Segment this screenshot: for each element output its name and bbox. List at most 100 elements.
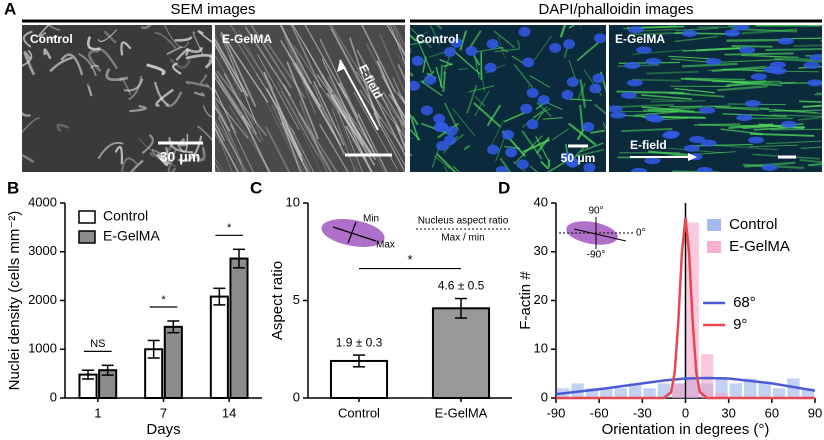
legend-swatch: [78, 210, 96, 224]
y-tick-label: 10: [534, 341, 548, 356]
texture: [719, 59, 783, 63]
texture: [568, 59, 577, 80]
panel-label: C: [250, 178, 262, 197]
texture: [337, 109, 363, 172]
fit-line: [555, 376, 816, 396]
texture: [443, 166, 448, 172]
nucleus: [724, 29, 741, 37]
texture: [666, 151, 736, 157]
texture: [674, 87, 716, 94]
texture: [193, 91, 205, 97]
hist-bar: [700, 354, 714, 398]
texture: [174, 36, 193, 42]
texture: [398, 119, 405, 137]
texture: [765, 48, 822, 51]
legend-label: Control: [729, 216, 777, 233]
texture: [196, 125, 212, 142]
panel-label: A: [4, 0, 16, 18]
texture: [304, 25, 348, 100]
nucleus: [583, 162, 596, 172]
texture: [327, 76, 372, 156]
texture: [473, 54, 481, 66]
texture: [768, 109, 822, 112]
texture: [382, 91, 405, 129]
texture: [164, 146, 170, 165]
texture: [715, 106, 770, 111]
texture: [356, 49, 402, 133]
texture: [163, 25, 190, 48]
texture: [38, 25, 50, 38]
texture: [579, 79, 587, 109]
texture: [410, 34, 418, 42]
texture: [302, 80, 347, 157]
texture: [120, 41, 132, 56]
texture: [668, 105, 731, 108]
legend-label: 9°: [733, 316, 747, 333]
texture: [503, 111, 527, 123]
inset-formula: Max / min: [441, 233, 484, 244]
texture: [296, 119, 322, 172]
x-tick-label: E-GelMA: [435, 405, 488, 420]
texture: [458, 68, 468, 71]
nucleus: [781, 120, 798, 128]
nucleus: [627, 26, 644, 34]
y-axis-label: F-actin #: [517, 271, 534, 330]
texture: [298, 100, 328, 172]
nucleus: [505, 147, 518, 158]
texture: [495, 138, 505, 162]
texture: [316, 74, 362, 138]
sem-control: [22, 25, 212, 172]
inset-label: Min: [363, 214, 379, 225]
nucleus: [594, 33, 606, 44]
texture: [250, 25, 293, 89]
texture: [47, 25, 61, 31]
texture: [793, 44, 822, 48]
nucleus: [537, 94, 550, 105]
nucleus: [681, 29, 698, 37]
texture: [722, 113, 787, 118]
texture: [222, 35, 257, 108]
value-label: 4.6 ± 0.5: [438, 279, 485, 293]
texture: [439, 64, 443, 87]
nucleus: [644, 157, 661, 165]
nucleus: [736, 114, 753, 122]
nucleus: [635, 46, 652, 54]
hist-bar: [729, 383, 743, 398]
texture: [474, 96, 486, 107]
y-tick-label: 2000: [28, 292, 57, 307]
texture: [291, 128, 315, 172]
nucleus: [502, 129, 515, 140]
texture: [121, 157, 138, 172]
nucleus: [592, 73, 605, 84]
texture: [217, 116, 246, 172]
texture: [169, 58, 191, 69]
texture: [680, 77, 750, 84]
texture: [215, 121, 226, 142]
texture: [215, 88, 237, 134]
texture: [325, 80, 373, 148]
texture: [452, 49, 481, 75]
bar: [229, 257, 249, 400]
texture: [621, 127, 673, 133]
texture: [284, 118, 311, 172]
texture: [188, 147, 206, 161]
texture: [389, 25, 405, 65]
texture: [809, 165, 822, 167]
legend-label: E-GelMA: [729, 238, 790, 255]
texture: [540, 160, 550, 170]
x-tick-label: 60: [765, 405, 779, 420]
texture: [328, 25, 361, 84]
texture: [321, 73, 367, 160]
texture: [215, 42, 243, 93]
texture: [452, 108, 476, 137]
texture: [177, 133, 189, 153]
texture: [290, 25, 322, 88]
texture: [771, 128, 822, 131]
y-tick-label: 0: [541, 389, 548, 404]
texture: [536, 111, 544, 121]
texture: [319, 38, 359, 118]
texture: [590, 129, 606, 134]
texture: [535, 136, 550, 154]
texture: [154, 31, 177, 49]
nucleus: [561, 89, 574, 100]
